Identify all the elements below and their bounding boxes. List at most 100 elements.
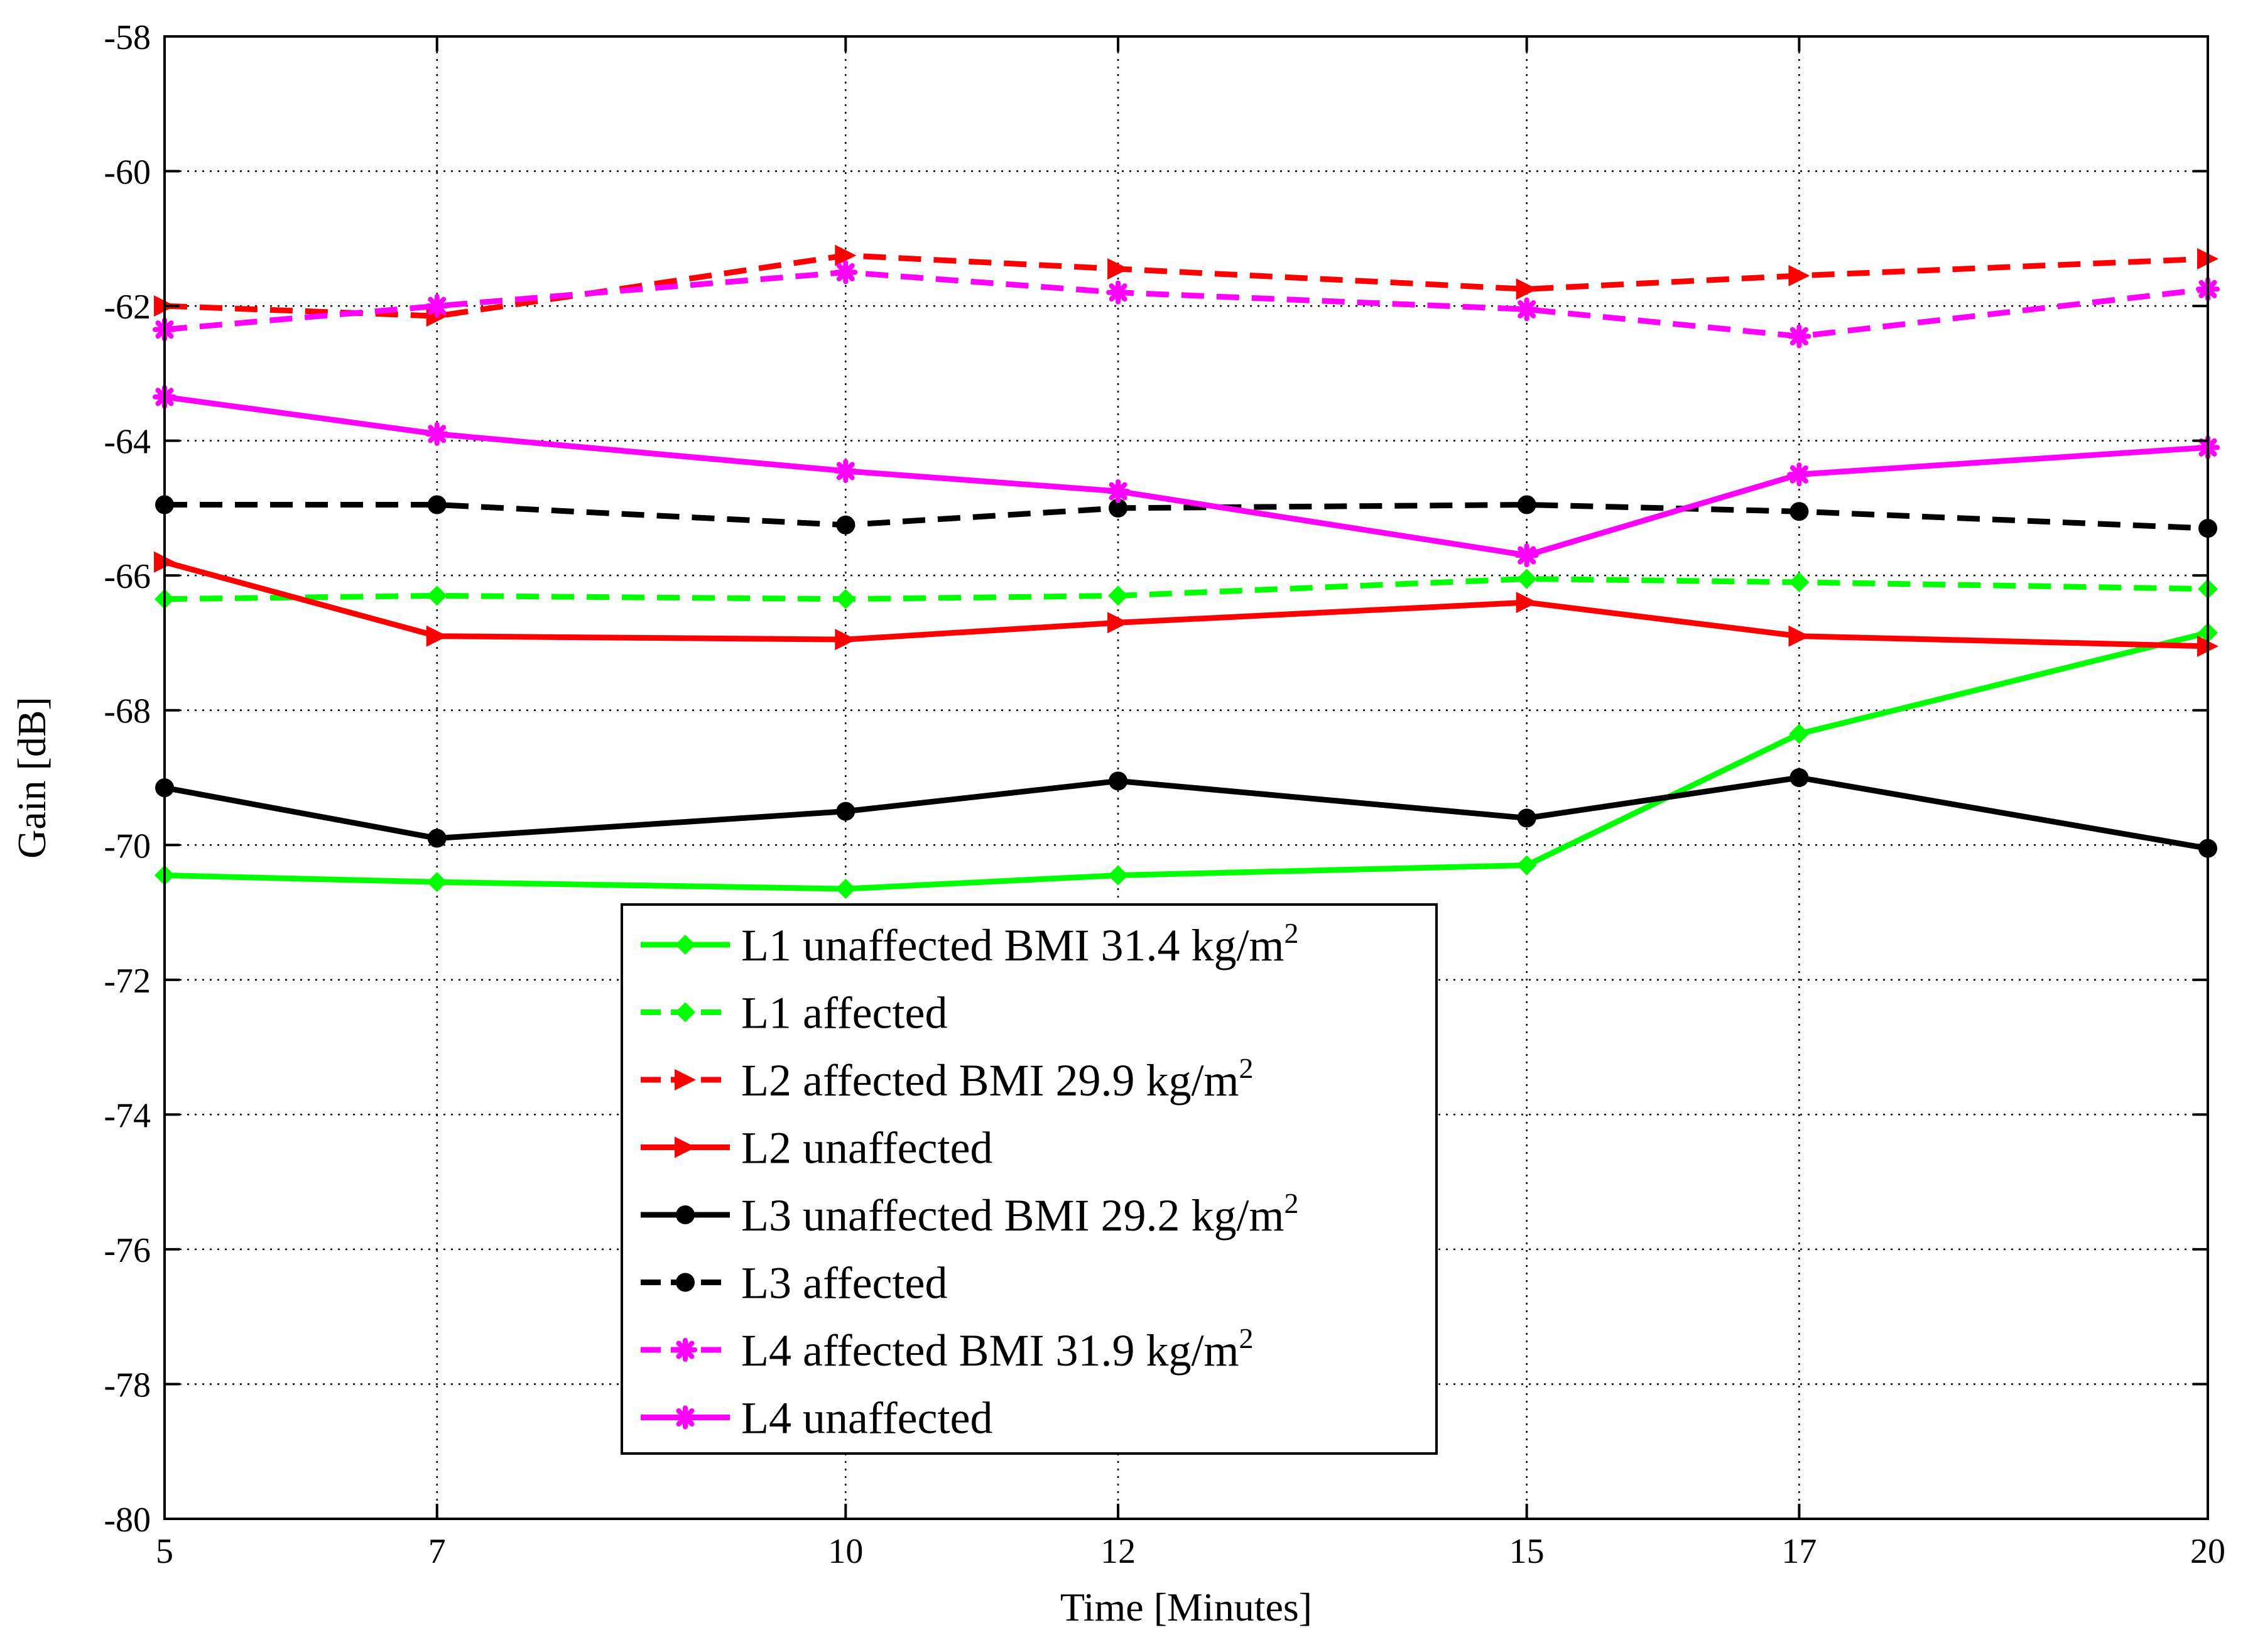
legend-entry: L3 affected [641, 1258, 947, 1308]
legend-label-text: L2 unaffected [741, 1123, 992, 1173]
data-point [835, 629, 857, 651]
data-point [1106, 280, 1131, 305]
y-axis-title: Gain [dB] [9, 697, 54, 859]
data-point [834, 260, 858, 285]
y-tick-label: -76 [104, 1231, 151, 1270]
axis-ticks: 5 7 10 12 15 17 20 -80 -78 -76 -74 -72 -70 -68 -66 -64 -… [104, 18, 2225, 1571]
y-tick-label: -64 [104, 423, 151, 462]
data-point [1789, 724, 1810, 744]
data-point [425, 421, 449, 446]
data-point [1790, 768, 1809, 787]
legend-label: L4 affected BMI 31.9 kg/m2 [741, 1322, 1254, 1376]
y-tick-label: -58 [104, 18, 151, 57]
data-point [1517, 808, 1536, 828]
data-point [426, 872, 447, 893]
data-point [1516, 855, 1537, 876]
legend-label-text: L3 unaffected BMI 29.2 kg/m [741, 1190, 1284, 1241]
y-tick-label: -66 [104, 557, 151, 596]
y-tick-label: -72 [104, 962, 151, 1001]
series-4 [155, 768, 2217, 858]
legend-marker [675, 1136, 696, 1158]
data-point [1788, 264, 1810, 286]
data-point [1108, 865, 1129, 886]
x-tick-label: 17 [1781, 1532, 1817, 1571]
legend-label-text: L1 unaffected BMI 31.4 kg/m [741, 920, 1284, 970]
legend-label: L1 unaffected BMI 31.4 kg/m2 [741, 917, 1299, 970]
data-point [1788, 625, 1810, 647]
legend-label-text: L4 unaffected [741, 1393, 992, 1443]
series-1 [155, 568, 2218, 609]
legend-label: L2 affected BMI 29.9 kg/m2 [741, 1052, 1254, 1106]
y-tick-label: -80 [104, 1501, 151, 1540]
legend-label-superscript: 2 [1239, 1052, 1254, 1084]
x-tick-label: 20 [2190, 1532, 2225, 1571]
legend-marker [673, 1405, 697, 1430]
y-tick-label: -60 [104, 153, 151, 192]
y-tick-label: -74 [104, 1096, 151, 1135]
data-point [426, 585, 447, 606]
data-point [1109, 498, 1128, 518]
x-tick-label: 10 [828, 1532, 863, 1571]
legend-label-text: L3 affected [741, 1258, 947, 1308]
data-point [1516, 592, 1538, 614]
legend-entry: L2 affected BMI 29.9 kg/m2 [641, 1052, 1254, 1106]
legend-marker [673, 1338, 697, 1362]
legend-entry: L1 affected [641, 988, 947, 1038]
x-tick-label: 7 [428, 1532, 446, 1571]
data-point [1516, 568, 1537, 589]
legend-label-text: L1 affected [741, 988, 947, 1038]
legend-label: L3 unaffected BMI 29.2 kg/m2 [741, 1187, 1299, 1241]
legend-marker [675, 935, 695, 955]
data-point [426, 625, 448, 647]
legend-entry: L4 unaffected [641, 1393, 992, 1443]
data-point [427, 829, 447, 848]
data-point [1107, 612, 1129, 634]
legend-label-superscript: 2 [1239, 1322, 1254, 1354]
legend-entry: L1 unaffected BMI 31.4 kg/m2 [641, 917, 1299, 970]
y-tick-label: -78 [104, 1366, 151, 1405]
data-point [836, 515, 855, 535]
data-point [835, 879, 856, 899]
legend-label: L1 affected [741, 988, 947, 1038]
x-tick-label: 15 [1509, 1532, 1545, 1571]
legend-entry: L4 affected BMI 31.9 kg/m2 [641, 1322, 1254, 1376]
legend-label-text: L4 affected BMI 31.9 kg/m [741, 1325, 1239, 1376]
legend-entry: L3 unaffected BMI 29.2 kg/m2 [641, 1187, 1299, 1241]
data-point [1787, 324, 1811, 349]
legend-label: L3 affected [741, 1258, 947, 1308]
legend-box [621, 903, 1438, 1455]
x-axis-title: Time [Minutes] [1060, 1585, 1312, 1629]
plot-series [153, 244, 2220, 899]
data-point [1107, 258, 1129, 280]
legend-entry: L2 unaffected [641, 1123, 992, 1173]
data-point [425, 294, 449, 318]
x-tick-label: 12 [1100, 1532, 1136, 1571]
data-point [1787, 462, 1811, 487]
data-point [1106, 479, 1131, 504]
legend-label-text: L2 affected BMI 29.9 kg/m [741, 1055, 1239, 1106]
y-tick-label: -70 [104, 827, 151, 866]
data-point [1516, 278, 1538, 300]
data-point [1790, 502, 1809, 521]
y-tick-label: -68 [104, 692, 151, 731]
data-point [1109, 771, 1128, 791]
data-point [1108, 585, 1129, 606]
data-point [1517, 495, 1536, 514]
data-point [834, 459, 858, 483]
legend-marker [676, 1273, 695, 1292]
legend-label: L4 unaffected [741, 1393, 992, 1443]
legend-marker [675, 1069, 696, 1090]
x-tick-label: 5 [156, 1532, 173, 1571]
legend-label-superscript: 2 [1284, 917, 1299, 949]
data-point [836, 802, 855, 821]
series-3 [154, 551, 2219, 657]
legend-marker [676, 1205, 695, 1224]
data-point [427, 495, 447, 514]
plot-frame [163, 35, 2209, 1520]
y-tick-label: -62 [104, 288, 151, 327]
legend-label: L2 unaffected [741, 1123, 992, 1173]
data-point [835, 244, 857, 266]
data-point [835, 589, 856, 609]
